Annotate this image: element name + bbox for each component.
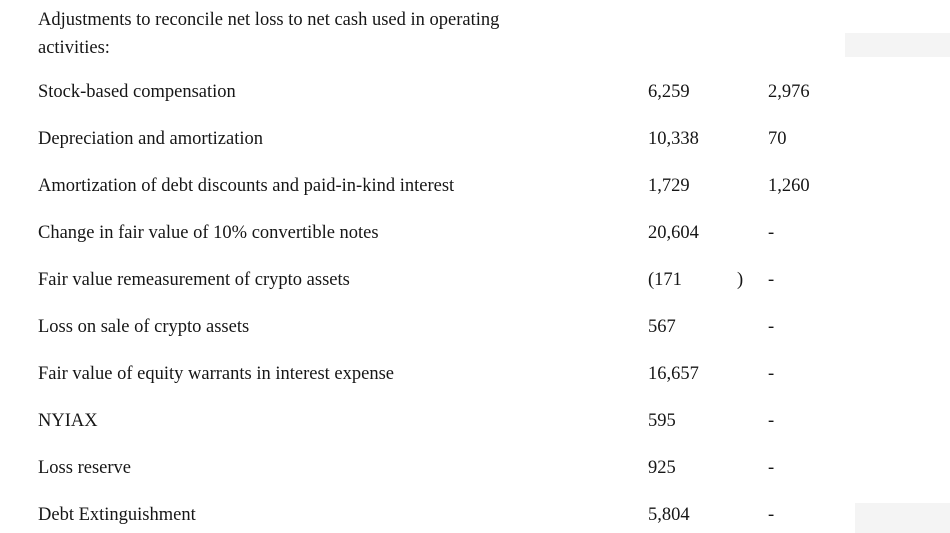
table-row: Fair value of equity warrants in interes… (0, 364, 950, 411)
row-label: Amortization of debt discounts and paid-… (38, 176, 455, 196)
row-value-col1: 10,338 (648, 129, 699, 149)
table-row: Fair value remeasurement of crypto asset… (0, 270, 950, 317)
table-row: Depreciation and amortization 10,338 70 (0, 129, 950, 176)
row-value-col2: - (768, 505, 775, 525)
section-header: Adjustments to reconcile net loss to net… (38, 6, 658, 62)
row-label: Change in fair value of 10% convertible … (38, 223, 379, 243)
row-value-col2: - (768, 317, 775, 337)
row-value-col2: - (768, 270, 775, 290)
row-value-col1: 925 (648, 458, 676, 478)
row-label: Loss on sale of crypto assets (38, 317, 250, 337)
row-value-col1: 595 (648, 411, 676, 431)
row-value-col2: - (768, 458, 775, 478)
row-value-col1: 5,804 (648, 505, 690, 525)
row-value-col1: 20,604 (648, 223, 699, 243)
row-value-col1: (171 (648, 270, 682, 290)
row-paren: ) (737, 270, 744, 290)
table-row: Loss reserve 925 - (0, 458, 950, 505)
table-row: Loss on sale of crypto assets 567 - (0, 317, 950, 364)
row-value-col1: 6,259 (648, 82, 690, 102)
row-label: Loss reserve (38, 458, 131, 478)
adjustments-table: Stock-based compensation 6,259 2,976 Dep… (0, 82, 950, 533)
faint-shading-top-right (845, 33, 950, 57)
row-value-col1: 1,729 (648, 176, 690, 196)
row-label: Debt Extinguishment (38, 505, 196, 525)
row-label: Fair value remeasurement of crypto asset… (38, 270, 350, 290)
row-label: Stock-based compensation (38, 82, 236, 102)
table-row: Debt Extinguishment 5,804 - (0, 505, 950, 533)
row-value-col1: 567 (648, 317, 676, 337)
table-row: Stock-based compensation 6,259 2,976 (0, 82, 950, 129)
row-label: Depreciation and amortization (38, 129, 263, 149)
section-header-line2: activities: (38, 38, 110, 58)
row-label: Fair value of equity warrants in interes… (38, 364, 395, 384)
row-value-col2: - (768, 411, 775, 431)
table-row: Change in fair value of 10% convertible … (0, 223, 950, 270)
section-header-line1: Adjustments to reconcile net loss to net… (38, 10, 500, 30)
row-value-col2: - (768, 223, 775, 243)
table-row: NYIAX 595 - (0, 411, 950, 458)
table-row: Amortization of debt discounts and paid-… (0, 176, 950, 223)
row-value-col2: 70 (768, 129, 787, 149)
faint-shading-bottom-right (855, 503, 950, 533)
row-value-col1: 16,657 (648, 364, 699, 384)
row-value-col2: 2,976 (768, 82, 810, 102)
row-value-col2: 1,260 (768, 176, 810, 196)
row-label: NYIAX (38, 411, 98, 431)
row-value-col2: - (768, 364, 775, 384)
